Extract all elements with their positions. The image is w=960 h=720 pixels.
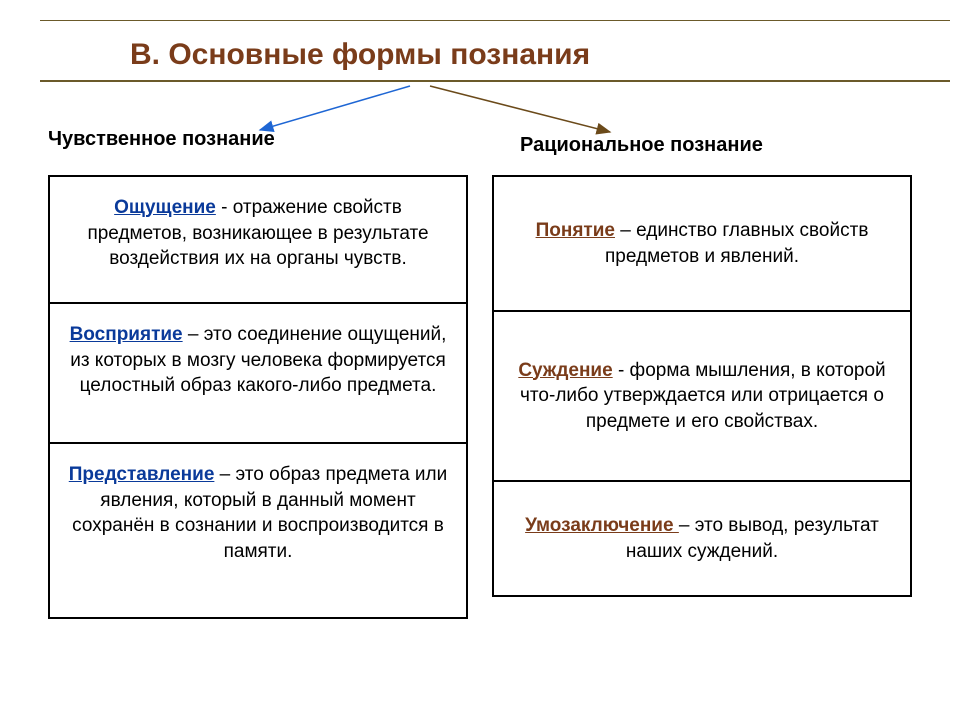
term: Представление [69,464,215,485]
term: Ощущение [114,197,216,218]
sensory-row: Представление – это образ предмета или я… [50,442,466,617]
page-title: В. Основные формы познания [130,38,590,72]
definition: – единство главных свойств предметов и я… [605,220,868,267]
top-rule [40,20,950,21]
branch-arrows [200,82,720,142]
sensory-row: Восприятие – это соединение ощущений, из… [50,302,466,442]
rational-table: Понятие – единство главных свойств предм… [492,175,912,597]
subheading-rational: Рациональное познание [520,134,763,157]
term: Понятие [536,220,615,241]
rational-row: Умозаключение – это вывод, результат наш… [494,480,910,595]
sensory-table: Ощущение - отражение свойств предметов, … [48,175,468,619]
rational-row: Суждение - форма мышления, в которой что… [494,310,910,480]
term: Восприятие [70,324,183,345]
term: Умозаключение [525,515,679,536]
rational-row: Понятие – единство главных свойств предм… [494,177,910,310]
subheading-sensory: Чувственное познание [48,128,275,151]
term: Суждение [518,360,612,381]
sensory-row: Ощущение - отражение свойств предметов, … [50,177,466,302]
